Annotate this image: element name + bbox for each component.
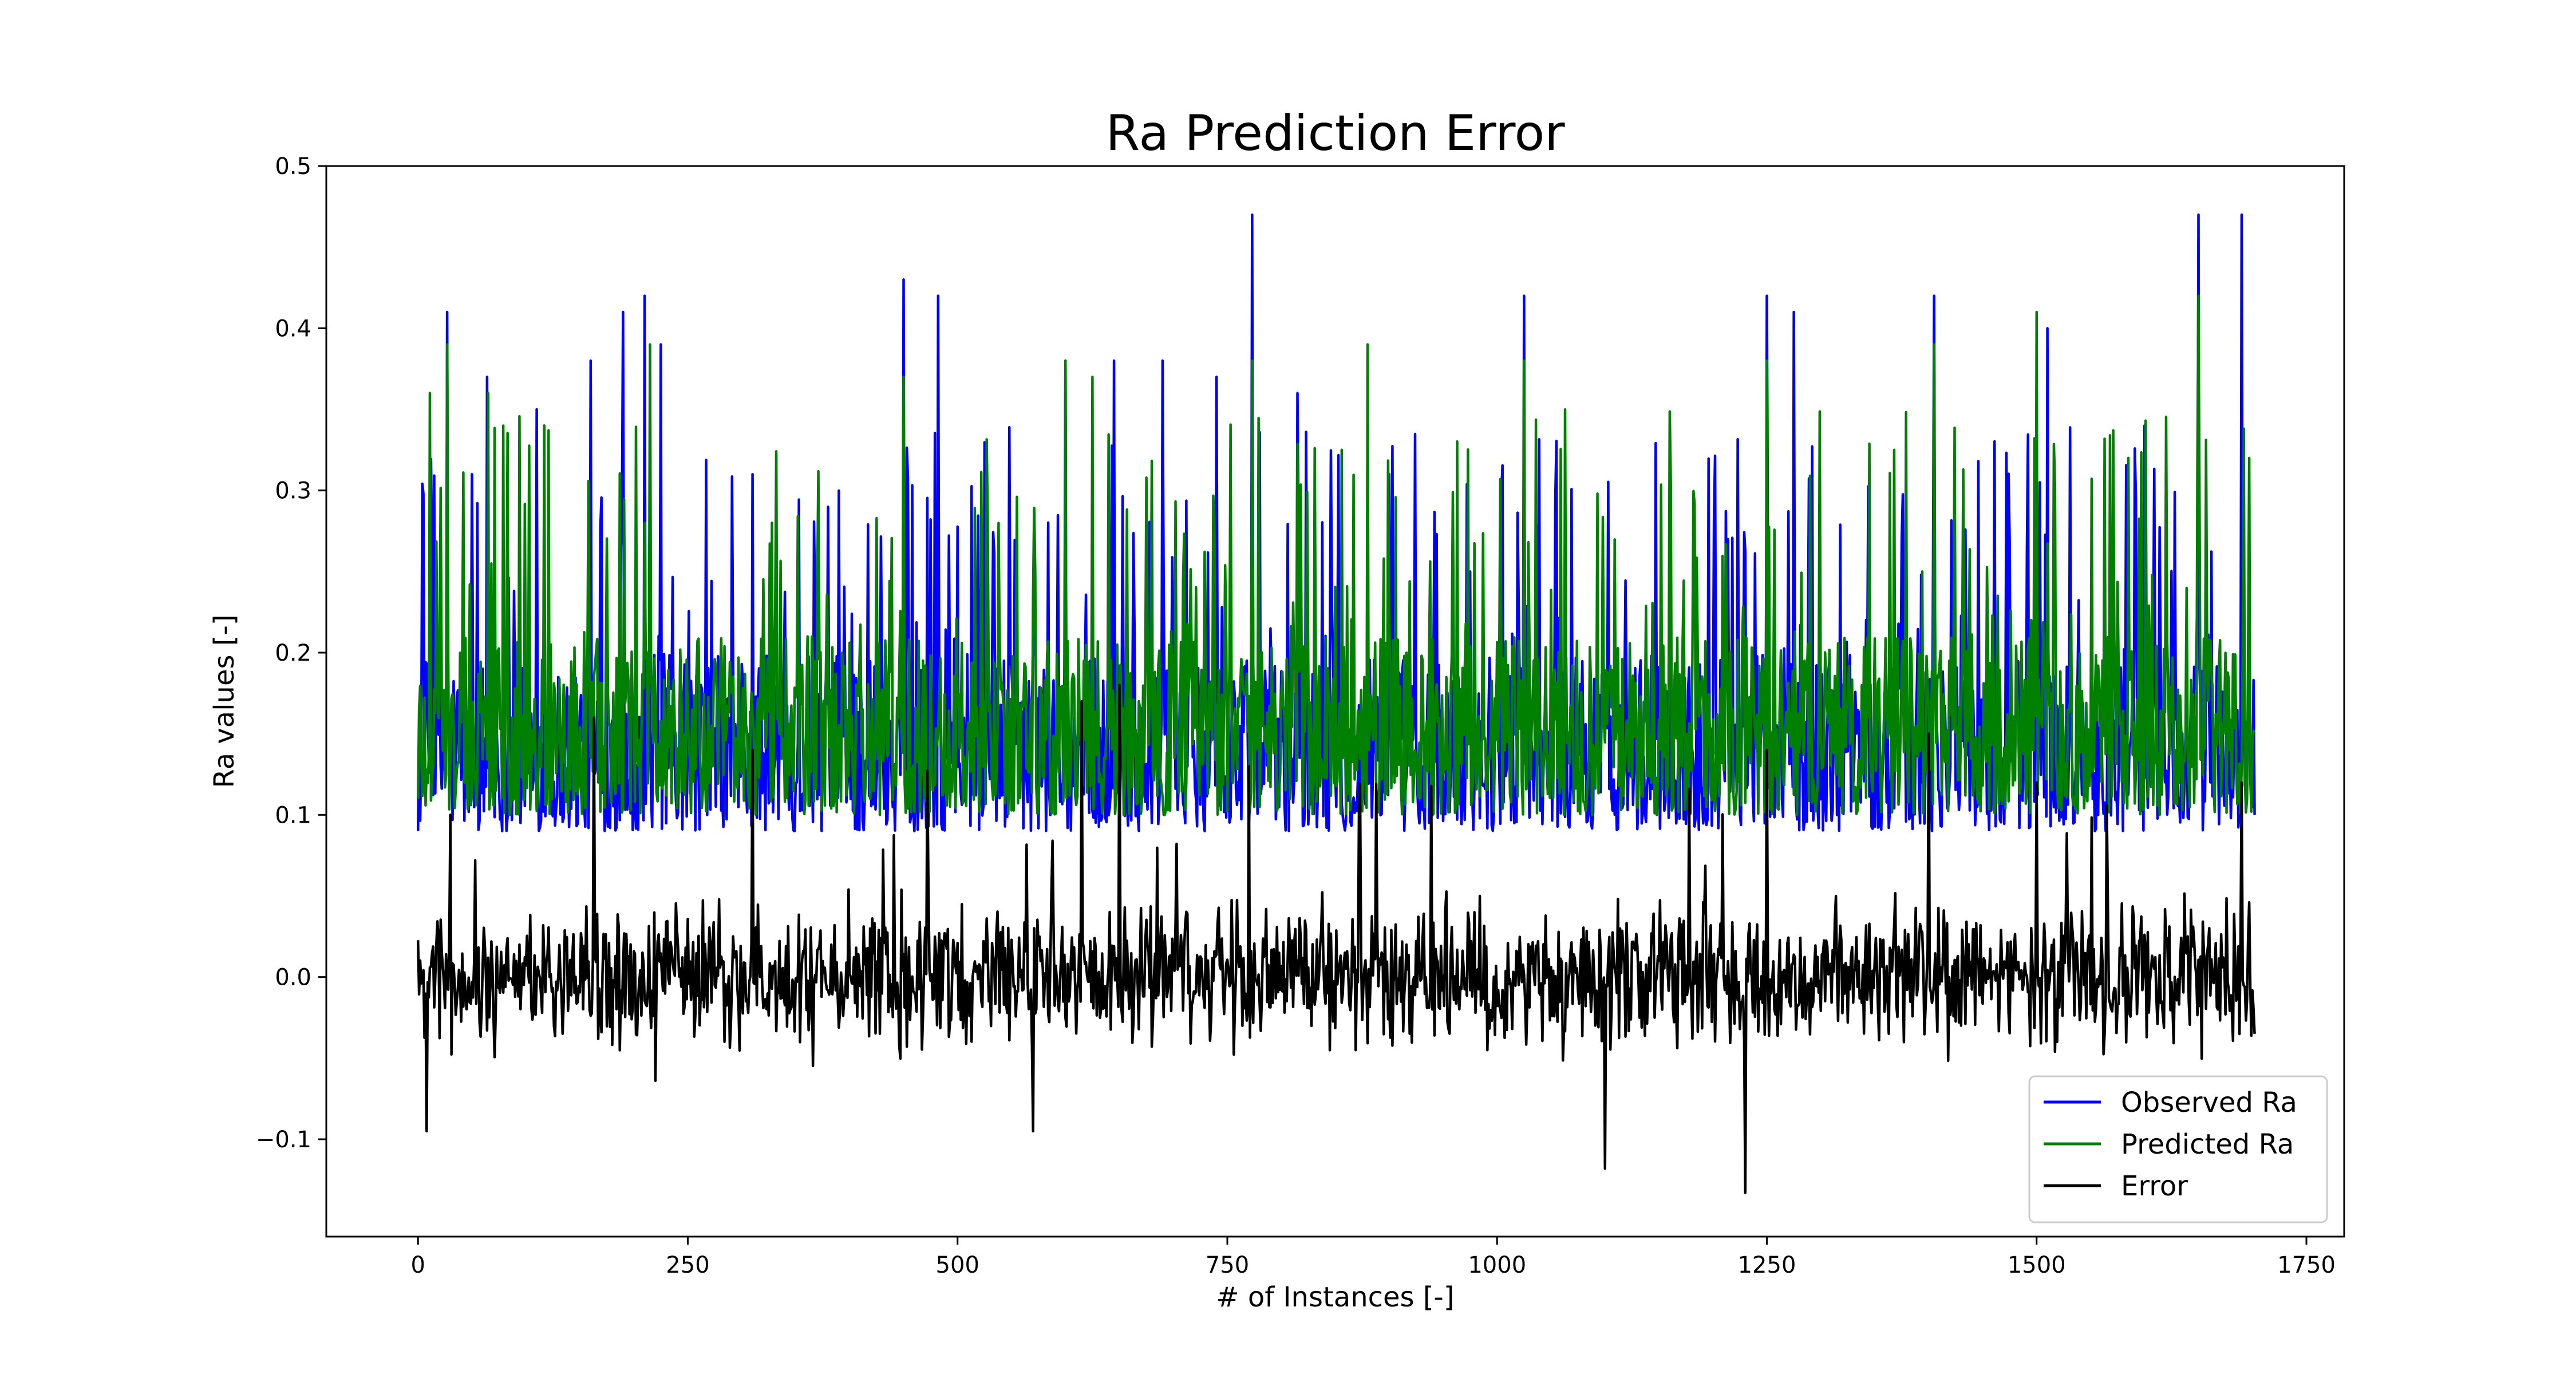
legend-label: Error <box>2121 1170 2188 1202</box>
series-line-error <box>416 684 2256 1194</box>
legend: Observed Ra Predicted Ra Error <box>2028 1075 2328 1223</box>
y-tick-label: 0.0 <box>275 965 311 991</box>
x-axis-ticks: 0 250 500 750 1000 1250 1500 1750 <box>411 1237 2336 1278</box>
x-axis-label: # of Instances [-] <box>1216 1281 1454 1313</box>
y-tick-label: 0.4 <box>275 315 311 342</box>
x-tick-label: 1250 <box>1738 1252 1796 1278</box>
legend-box <box>2028 1075 2328 1223</box>
y-tick-label: 0.5 <box>275 153 311 180</box>
y-tick-label: 0.1 <box>275 802 311 828</box>
y-axis-ticks: −0.1 0.0 0.1 0.2 0.3 0.4 0.5 <box>256 153 326 1153</box>
x-tick-label: 250 <box>666 1252 709 1278</box>
chart-title: Ra Prediction Error <box>1105 105 1565 162</box>
plot-frame <box>325 165 2345 1238</box>
y-tick-label: 0.2 <box>275 640 311 666</box>
y-tick-label: −0.1 <box>256 1127 311 1153</box>
x-tick-label: 500 <box>936 1252 979 1278</box>
legend-label: Predicted Ra <box>2121 1128 2294 1160</box>
x-tick-label: 750 <box>1206 1252 1249 1278</box>
series-layer <box>416 213 2256 1194</box>
x-tick-label: 0 <box>411 1252 425 1278</box>
legend-label: Observed Ra <box>2121 1087 2297 1119</box>
x-tick-label: 1750 <box>2277 1252 2336 1278</box>
y-tick-label: 0.3 <box>275 478 311 504</box>
x-tick-label: 1000 <box>1468 1252 1526 1278</box>
y-axis-label: Ra values [-] <box>208 614 240 788</box>
x-tick-label: 1500 <box>2008 1252 2066 1278</box>
series-line-predicted-ra <box>416 294 2256 816</box>
